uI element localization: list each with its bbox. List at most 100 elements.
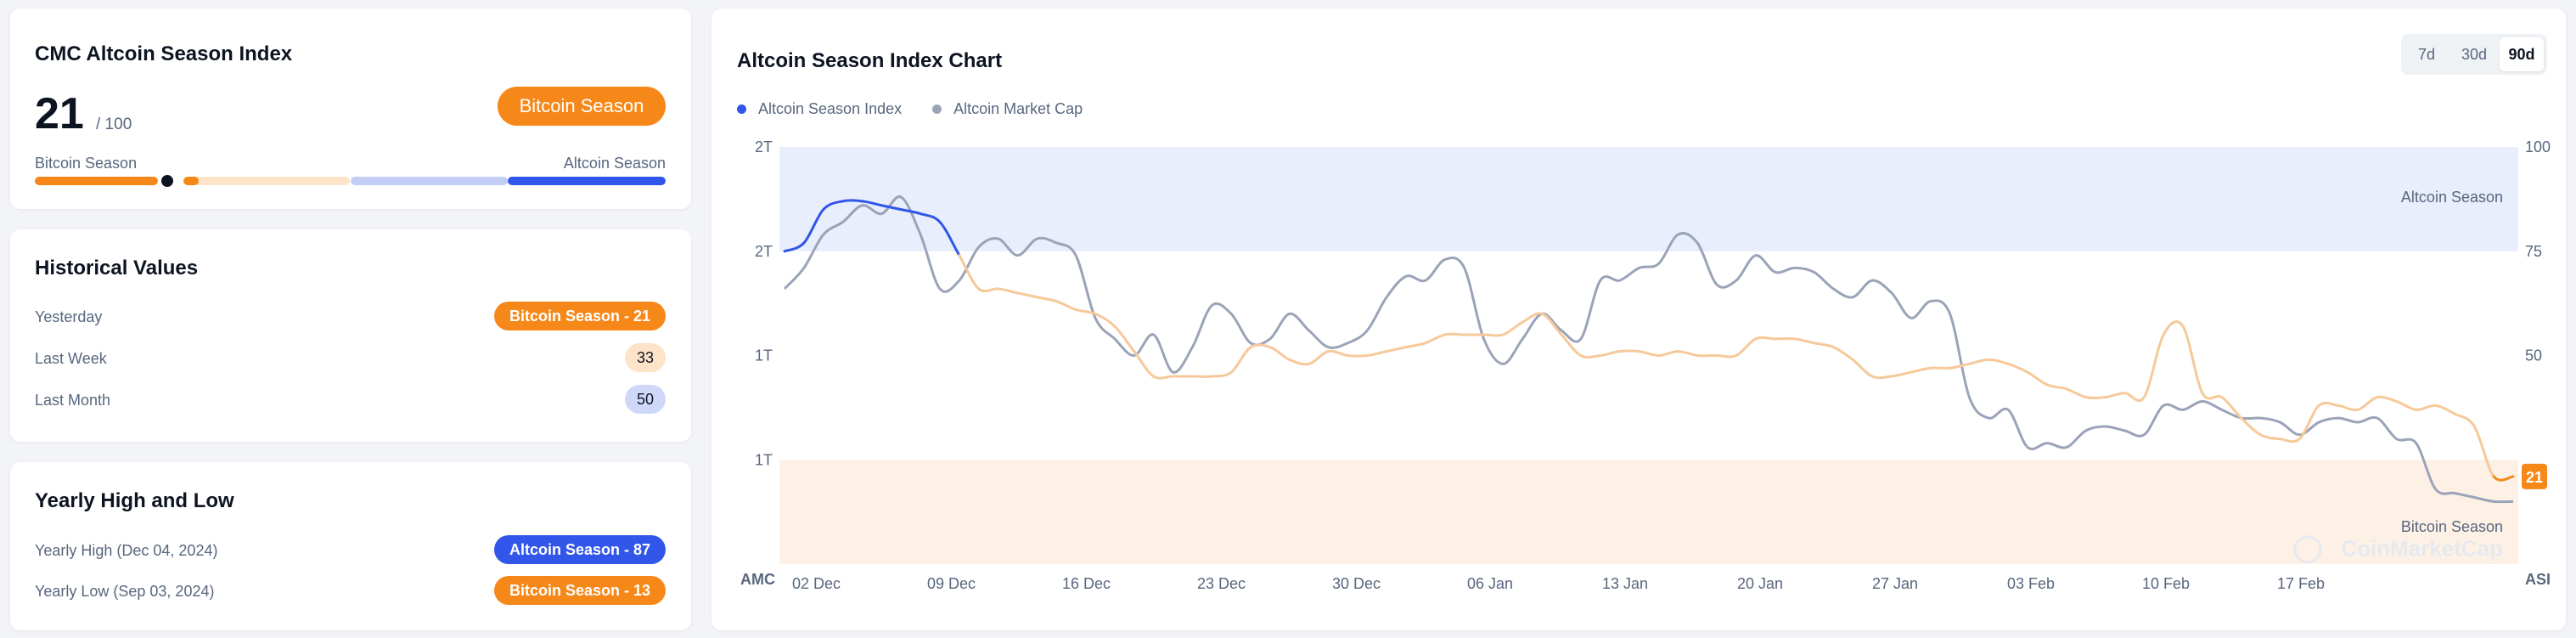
chart-title: Altcoin Season Index Chart: [737, 49, 1003, 72]
gauge-segment-bitcoin: [35, 177, 158, 185]
series-segment-altcoin-season-index: [1521, 312, 1544, 324]
series-segment-altcoin-season-index: [2472, 425, 2495, 478]
series-segment-altcoin-season-index: [1229, 346, 1252, 374]
series-segment-altcoin-season-index: [2181, 325, 2204, 395]
series-segment-altcoin-season-index: [977, 287, 1000, 293]
series-segment-altcoin-season-index: [1754, 336, 1777, 341]
series-segment-altcoin-season-index: [2123, 392, 2146, 403]
series-segment-altcoin-season-index: [1365, 350, 1388, 357]
hist-label-last-week: Last Week: [35, 350, 107, 367]
series-segment-altcoin-season-index: [1346, 354, 1369, 358]
series-line-altcoin-market-cap: [783, 195, 2514, 504]
series-segment-altcoin-season-index: [1016, 291, 1038, 299]
series-segment-altcoin-season-index: [1501, 320, 1524, 336]
series-segment-altcoin-season-index: [1987, 358, 2010, 365]
current-value-badge-text: 21: [2526, 469, 2543, 486]
legend-dot-index: [737, 104, 746, 114]
series-segment-altcoin-season-index: [1579, 354, 1602, 359]
left-axis-tick: 2T: [755, 138, 773, 155]
series-segment-altcoin-season-index: [1638, 350, 1660, 357]
series-segment-altcoin-season-index: [2142, 333, 2165, 399]
altcoin-season-chart-card: Altcoin Season Bitcoin Season CoinMarketCa…: [711, 8, 2566, 630]
time-range-selector: 7d 30d 90d: [2401, 34, 2547, 75]
season-gauge: [35, 172, 666, 189]
left-axis-tick: 2T: [755, 243, 773, 260]
right-axis-tick: 50: [2525, 347, 2542, 364]
altcoin-season-index-card: CMC Altcoin Season Index 21 / 100 Bitcoi…: [10, 8, 691, 209]
series-segment-altcoin-season-index: [1793, 337, 1815, 345]
series-segment-altcoin-season-index: [2395, 400, 2418, 411]
series-segment-altcoin-season-index: [2453, 412, 2476, 428]
series-segment-altcoin-season-index: [2240, 416, 2263, 437]
series-segment-altcoin-season-index: [1404, 342, 1427, 349]
legend-label-market-cap: Altcoin Market Cap: [953, 100, 1083, 117]
series-segment-altcoin-season-index: [880, 204, 903, 212]
series-segment-altcoin-season-index: [1288, 358, 1311, 366]
series-segment-altcoin-season-index: [802, 208, 825, 245]
yearly-high-label: Yearly High (Dec 04, 2024): [35, 542, 218, 559]
series-segment-altcoin-season-index: [1308, 350, 1330, 365]
series-segment-altcoin-season-index: [1812, 342, 1835, 349]
series-segment-altcoin-season-index: [822, 200, 845, 212]
series-segment-altcoin-season-index: [1618, 349, 1641, 353]
series-segment-altcoin-season-index: [1443, 332, 1466, 336]
series-segment-altcoin-season-index: [2104, 392, 2126, 399]
series-segment-altcoin-season-index: [1715, 354, 1738, 359]
range-30d-button[interactable]: 30d: [2461, 45, 2488, 63]
series-segment-altcoin-season-index: [2065, 387, 2088, 399]
range-90d-button[interactable]: 90d: [2500, 37, 2544, 71]
series-segment-altcoin-season-index: [2317, 401, 2340, 407]
current-season-badge[interactable]: Bitcoin Season: [498, 87, 666, 126]
series-segment-altcoin-season-index: [1113, 325, 1136, 353]
series-segment-altcoin-season-index: [841, 199, 864, 203]
series-segment-altcoin-season-index: [2492, 475, 2515, 482]
left-axis-title: AMC: [740, 571, 775, 588]
altcoin-season-zone: [779, 147, 2518, 251]
gauge-segment-altcoin-light: [350, 177, 509, 185]
series-segment-altcoin-season-index: [938, 220, 961, 257]
x-axis-tick: 02 Dec: [792, 575, 841, 592]
legend-altcoin-market-cap[interactable]: Altcoin Market Cap: [932, 100, 1083, 118]
hist-value-yesterday: Bitcoin Season - 21: [493, 302, 666, 330]
series-segment-altcoin-season-index: [1735, 337, 1758, 357]
range-7d-button[interactable]: 7d: [2417, 45, 2436, 63]
index-score-max: / 100: [96, 116, 132, 133]
series-segment-altcoin-season-index: [1210, 370, 1233, 378]
series-segment-altcoin-season-index: [1890, 370, 1913, 378]
x-axis-tick: 03 Feb: [2007, 575, 2055, 592]
series-segment-altcoin-season-index: [1831, 346, 1854, 361]
legend-label-index: Altcoin Season Index: [758, 100, 903, 117]
x-axis-tick: 13 Jan: [1602, 575, 1648, 592]
x-axis-tick: 20 Jan: [1737, 575, 1783, 592]
x-axis-tick: 10 Feb: [2142, 575, 2190, 592]
x-axis-tick: 16 Dec: [1062, 575, 1111, 592]
x-axis-tick: 23 Dec: [1197, 575, 1246, 592]
series-segment-altcoin-season-index: [2337, 404, 2359, 412]
hist-label-yesterday: Yesterday: [35, 308, 103, 325]
series-segment-altcoin-season-index: [2433, 404, 2456, 415]
legend-altcoin-season-index[interactable]: Altcoin Season Index: [737, 100, 902, 118]
series-segment-altcoin-season-index: [783, 241, 806, 253]
series-segment-altcoin-season-index: [1540, 312, 1563, 336]
series-segment-altcoin-season-index: [919, 212, 942, 223]
bitcoin-season-zone: [779, 460, 2518, 564]
series-segment-altcoin-season-index: [861, 200, 883, 207]
yearly-high-low-card: Yearly High and Low Yearly High (Dec 04,…: [10, 462, 691, 630]
right-axis-tick: 75: [2525, 243, 2542, 260]
yearly-low-label: Yearly Low (Sep 03, 2024): [35, 583, 215, 600]
series-segment-altcoin-season-index: [1560, 333, 1583, 357]
series-segment-altcoin-season-index: [1851, 358, 1874, 378]
x-axis-tick: 17 Feb: [2277, 575, 2325, 592]
right-axis-title: ASI: [2525, 571, 2551, 588]
series-segment-altcoin-season-index: [2415, 404, 2437, 411]
series-segment-altcoin-season-index: [1676, 350, 1699, 357]
zone-label-altcoin: Altcoin Season: [2401, 189, 2503, 206]
series-segment-altcoin-season-index: [899, 208, 922, 216]
x-axis-tick: 06 Jan: [1467, 575, 1513, 592]
x-axis-tick: 09 Dec: [927, 575, 976, 592]
series-segment-altcoin-season-index: [1268, 346, 1291, 361]
hist-value-last-week: 33: [624, 343, 666, 372]
scale-label-bitcoin: Bitcoin Season: [35, 155, 138, 172]
index-card-title: CMC Altcoin Season Index: [35, 42, 293, 65]
chart-legend: Altcoin Season Index Altcoin Market Cap: [737, 100, 1083, 118]
